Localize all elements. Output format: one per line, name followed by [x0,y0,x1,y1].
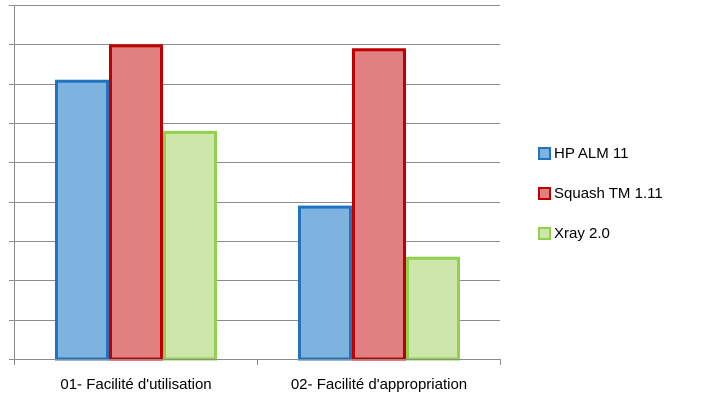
legend-label-hp-alm: HP ALM 11 [554,144,629,162]
bar-s1-c1 [55,79,109,361]
legend-label-squash-tm: Squash TM 1.11 [554,184,663,202]
legend-item-xray: Xray 2.0 [538,223,663,243]
legend: HP ALM 11 Squash TM 1.11 Xray 2.0 [538,143,663,263]
bar-s3-c2 [406,256,460,361]
legend-item-hp-alm: HP ALM 11 [538,143,663,163]
legend-item-squash-tm: Squash TM 1.11 [538,183,663,203]
legend-swatch-hp-alm [538,146,551,160]
axes [9,5,501,365]
legend-swatch-squash-tm [538,186,551,200]
bar-s2-c2 [352,48,406,361]
bar-s2-c1 [109,44,163,361]
legend-swatch-xray [538,226,551,240]
bar-s1-c2 [298,205,352,361]
bar-s3-c1 [163,130,217,361]
legend-label-xray: Xray 2.0 [554,224,610,242]
category-label-1: 01- Facilité d'utilisation [60,376,211,393]
category-label-2: 02- Facilité d'appropriation [291,376,467,393]
bars [55,44,460,361]
